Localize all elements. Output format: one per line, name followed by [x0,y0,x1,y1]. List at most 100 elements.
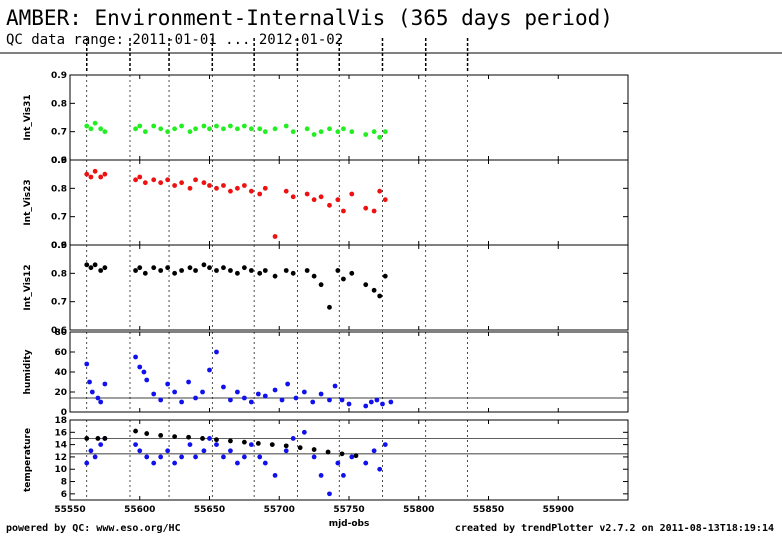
data-point [380,401,385,407]
y-axis-label: humidity [23,349,33,394]
data-point [327,304,332,310]
data-point [335,197,341,203]
data-point [186,379,191,385]
data-point [272,472,278,478]
data-point [235,460,240,466]
chart-subtitle: QC data range: 2011-01-01 ... 2012-01-02 [6,32,344,48]
data-point [102,171,108,177]
data-point [272,387,278,393]
data-point [137,123,143,129]
data-point [290,129,296,135]
data-point [92,120,98,126]
data-point [382,129,388,135]
data-point [187,129,193,135]
data-point [165,448,171,454]
data-point [151,123,157,129]
data-point [207,436,212,441]
y-axis-label: temperature [23,428,33,492]
data-point [257,126,263,132]
ytick-label: 0.8 [51,184,67,194]
data-point [179,123,185,129]
data-point [341,208,346,214]
data-point [318,129,324,135]
data-point [207,126,212,132]
data-point [151,391,157,397]
data-point [285,381,291,387]
data-point [371,448,377,454]
data-point [339,397,345,403]
data-point [283,448,289,454]
data-point [133,268,138,273]
data-point [301,389,307,395]
data-point [158,454,164,460]
data-point [349,454,355,460]
data-point [262,129,268,135]
data-point [133,354,138,360]
data-point [262,393,268,399]
data-point [311,454,317,460]
data-point [201,448,207,454]
data-point [262,460,268,466]
data-point [165,381,171,387]
panel-frame [69,331,629,413]
data-point [88,174,94,180]
data-point [214,349,219,355]
ytick-label: 14 [54,441,67,451]
xtick-label: 55550 [54,505,85,515]
data-point [187,265,193,271]
ytick-label: 0.9 [51,71,67,81]
data-point [214,185,219,191]
data-point [228,268,233,273]
data-point [241,123,247,129]
data-point [84,262,90,268]
data-point [158,268,164,273]
data-point [137,448,143,454]
data-point [214,437,219,443]
data-point [371,287,377,293]
data-point [151,265,157,271]
data-point [388,399,394,405]
data-point [332,383,338,389]
data-point [327,126,332,132]
ytick-label: 0.8 [51,269,67,279]
data-point [137,174,143,180]
data-point [98,268,104,273]
data-point [133,126,138,132]
data-point [248,188,254,194]
data-point [363,205,369,211]
data-point [158,180,164,186]
data-point [165,129,171,135]
data-point [241,439,247,445]
data-point [84,460,90,466]
chart-title: AMBER: Environment-InternalVis (365 days… [6,6,613,30]
data-point [311,273,317,279]
data-point [165,265,171,271]
data-point [346,401,352,407]
data-point [339,451,345,457]
data-point [228,397,233,403]
data-point [248,126,254,132]
data-point [241,454,247,460]
data-point [102,265,108,271]
panel-humidity: 0 20 40 60 80 humidity [23,328,629,418]
data-point [257,270,263,276]
data-point [363,282,369,288]
data-point [165,177,171,183]
data-point [133,177,138,183]
ytick-label: 8 [61,478,67,488]
data-point [325,449,331,455]
data-point [311,132,317,137]
ytick-label: 6 [61,490,67,500]
data-point [186,434,191,440]
data-point [290,270,296,276]
data-point [102,381,108,387]
ytick-label: 0.7 [51,298,67,308]
panel-frame [69,419,629,501]
data-point [374,397,380,403]
data-point [84,361,90,367]
data-point [228,123,233,129]
data-point [172,460,178,466]
data-point [172,183,178,188]
data-point [89,389,95,395]
data-point [221,454,226,460]
